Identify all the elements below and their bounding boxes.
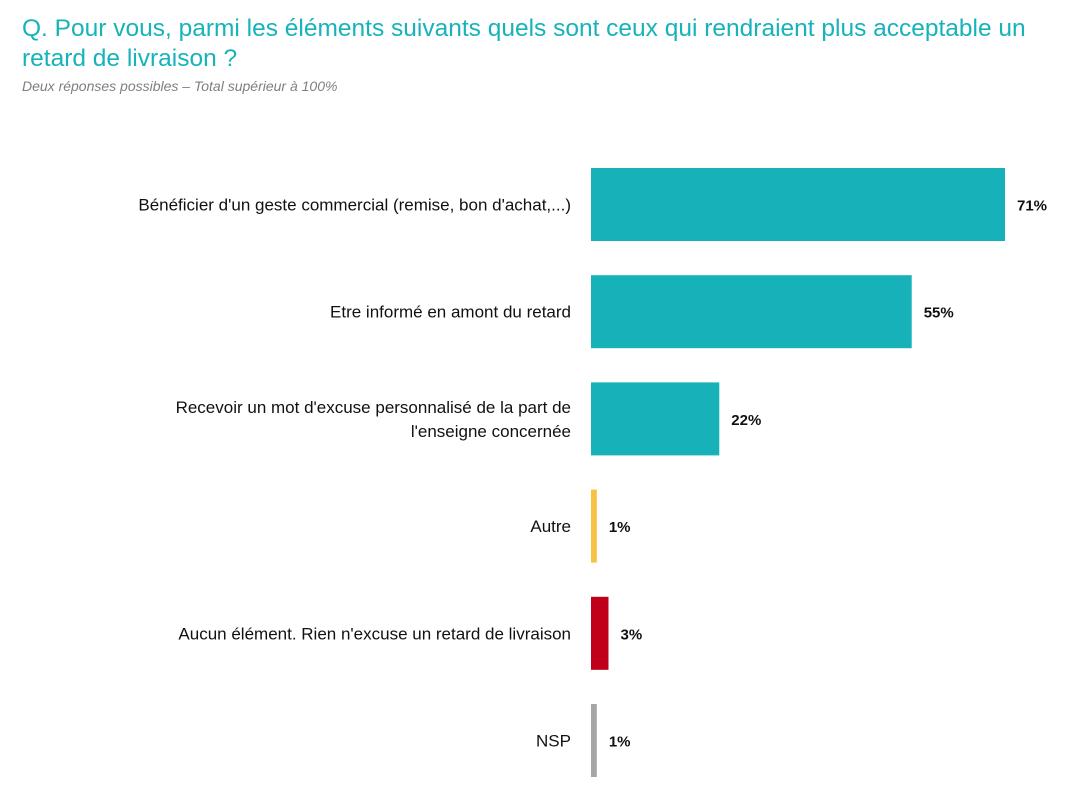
question-subtitle: Deux réponses possibles – Total supérieu… [22, 78, 338, 94]
bar-row-2: Etre informé en amont du retard 55% [330, 275, 954, 349]
bar-row-4: Autre 1% [530, 489, 631, 563]
bar-3 [591, 382, 720, 456]
question-title: Q. Pour vous, parmi les éléments suivant… [22, 15, 1026, 72]
value-label: 3% [620, 626, 642, 643]
category-label: Aucun élément. Rien n'excuse un retard d… [178, 624, 571, 643]
value-label: 55% [924, 305, 954, 322]
value-label: 1% [609, 734, 631, 751]
category-label: Bénéficier d'un geste commercial (remise… [138, 196, 571, 215]
bar-4 [591, 489, 597, 563]
category-label: l'enseigne concernée [411, 422, 571, 441]
category-label: NSP [536, 732, 571, 751]
bar-row-5: Aucun élément. Rien n'excuse un retard d… [178, 596, 642, 670]
bar-row-6: NSP 1% [536, 704, 631, 777]
category-label: Recevoir un mot d'excuse personnalisé de… [176, 398, 571, 417]
category-label: Etre informé en amont du retard [330, 303, 571, 322]
value-label: 22% [731, 412, 761, 429]
bar-1 [591, 168, 1005, 241]
bar-5 [591, 596, 609, 670]
bar-row-1: Bénéficier d'un geste commercial (remise… [138, 168, 1047, 241]
category-label: Autre [530, 517, 571, 536]
bar-6 [591, 704, 597, 777]
bar-2 [591, 275, 912, 349]
value-label: 1% [609, 519, 631, 536]
bar-row-3: Recevoir un mot d'excuse personnalisé de… [176, 382, 761, 456]
value-label: 71% [1017, 198, 1047, 215]
